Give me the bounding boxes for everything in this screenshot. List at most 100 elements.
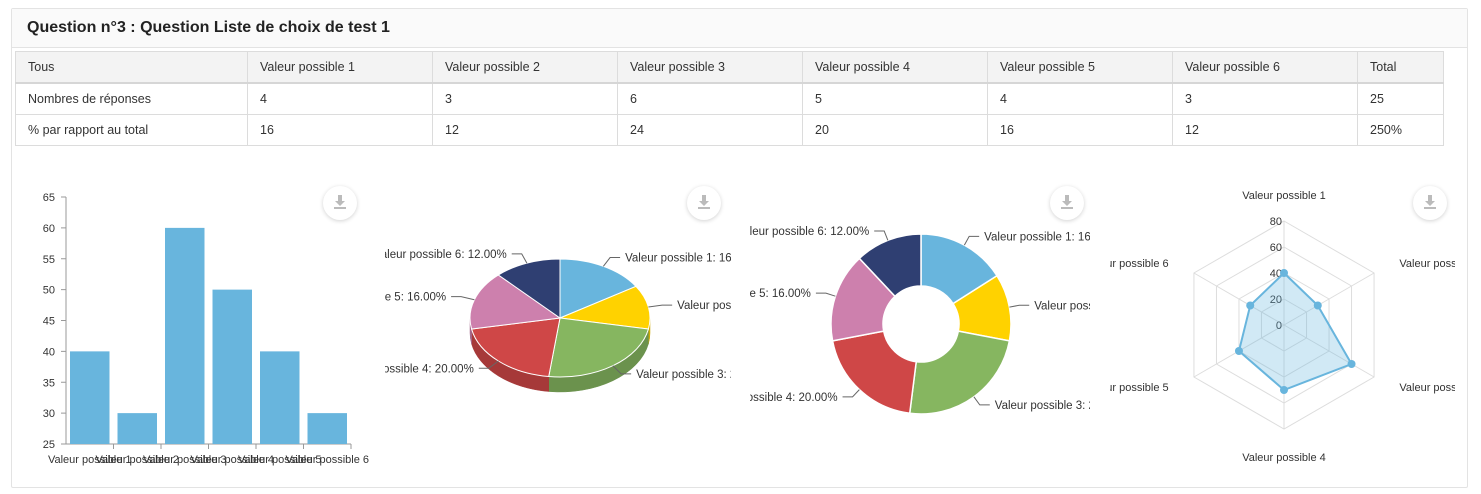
donut-label: Valeur possible 6: 12.00% xyxy=(750,226,869,238)
donut-label: Valeur possible 3: 24.00% xyxy=(995,400,1090,412)
header-cell: Valeur possible 5 xyxy=(987,51,1173,84)
table-cell: 12 xyxy=(432,114,618,146)
donut-chart-svg: Valeur possible 1: 16.00% Valeur possible… xyxy=(750,226,1090,415)
table-header-row: Tous Valeur possible 1 Valeur possible 2… xyxy=(15,51,1444,84)
pie-slice xyxy=(548,317,650,378)
x-tick-label: Valeur possible 4 xyxy=(190,454,274,466)
donut-label-connector xyxy=(815,292,836,297)
header-cell: Total xyxy=(1357,51,1444,84)
pie-label-connector xyxy=(648,304,673,308)
download-icon xyxy=(1061,195,1073,209)
radar-tick-label: 80 xyxy=(1270,216,1282,228)
y-tick-label: 55 xyxy=(43,254,55,266)
header-cell: Valeur possible 3 xyxy=(617,51,803,84)
bar-chart: 25 30 35 40 45 50 55 60 65 Valeur possible 1 Valeu… xyxy=(26,178,372,478)
results-table: Tous Valeur possible 1 Valeur possible 2… xyxy=(15,51,1444,146)
table-cell: 3 xyxy=(432,82,618,115)
table-cell: 250% xyxy=(1357,114,1444,146)
table-cell: Nombres de réponses xyxy=(15,82,248,115)
donut-label-connector xyxy=(874,230,889,241)
donut-label-connector xyxy=(842,389,860,398)
pie-label-connector xyxy=(451,296,475,301)
pie-label-connector xyxy=(602,257,621,267)
radar-spoke xyxy=(1283,272,1375,326)
pie-label-connector xyxy=(511,253,528,264)
radar-tick-label: 20 xyxy=(1270,294,1282,306)
header-cell: Valeur possible 2 xyxy=(432,51,618,84)
table-cell: 6 xyxy=(617,82,803,115)
x-tick-label: Valeur possible 1 xyxy=(48,454,132,466)
download-button[interactable] xyxy=(1413,186,1447,220)
radar-axis-label: Valeur possible 4 xyxy=(1242,452,1326,464)
download-button[interactable] xyxy=(1050,186,1084,220)
pie-label: Valeur possible 6: 12.00% xyxy=(385,249,507,261)
header-cell: Valeur possible 4 xyxy=(802,51,988,84)
radar-axis-label: Valeur possible 3 xyxy=(1399,382,1455,394)
table-cell: 25 xyxy=(1357,82,1444,115)
donut-label-connector xyxy=(1009,304,1030,308)
x-tick-label: Valeur possible 6 xyxy=(285,454,369,466)
radar-point xyxy=(1280,269,1288,277)
table-cell: 16 xyxy=(987,114,1173,146)
y-tick-label: 50 xyxy=(43,285,55,297)
y-tick-label: 60 xyxy=(43,223,55,235)
donut-label: Valeur possible 2: 12.00% xyxy=(1034,300,1090,312)
pie-slice xyxy=(469,274,562,330)
radar-tick-label: 0 xyxy=(1276,320,1282,332)
x-tick-label: Valeur possible 5 xyxy=(238,454,322,466)
pie-chart-svg: Valeur possible 1: 16.00% Valeur possible… xyxy=(385,249,731,393)
x-tick-label: Valeur possible 2 xyxy=(95,454,179,466)
pie-slice xyxy=(470,317,561,378)
table-cell: 16 xyxy=(247,114,433,146)
download-icon xyxy=(334,195,346,209)
bar xyxy=(260,351,300,444)
radar-point xyxy=(1234,347,1243,355)
radar-spoke xyxy=(1283,324,1375,378)
donut-label: Valeur possible 4: 20.00% xyxy=(750,392,838,404)
download-icon xyxy=(698,195,710,209)
radar-axis-label: Valeur possible 6 xyxy=(1110,258,1169,270)
radar-point xyxy=(1313,301,1322,310)
pie-label: Valeur possible 2: 12.00% xyxy=(677,300,731,312)
table-cell: 4 xyxy=(247,82,433,115)
bar xyxy=(307,413,347,444)
pie-label: Valeur possible 4: 20.00% xyxy=(385,363,474,375)
donut-slice xyxy=(858,233,922,298)
radar-point xyxy=(1246,301,1255,310)
table-row: % par rapport au total 16 12 24 20 16 12… xyxy=(15,114,1444,146)
pie-label: Valeur possible 5: 16.00% xyxy=(385,292,446,304)
radar-axis-label: Valeur possible 2 xyxy=(1399,258,1455,270)
y-tick-label: 65 xyxy=(43,192,55,204)
pie-label: Valeur possible 1: 16.00% xyxy=(625,253,731,265)
bar xyxy=(70,351,110,444)
header-cell: Valeur possible 1 xyxy=(247,51,433,84)
donut-label: Valeur possible 5: 16.00% xyxy=(750,288,811,300)
panel-header: Question n°3 : Question Liste de choix d… xyxy=(12,9,1467,48)
donut-label: Valeur possible 1: 16.00% xyxy=(984,231,1090,243)
header-cell: Valeur possible 6 xyxy=(1172,51,1358,84)
download-button[interactable] xyxy=(323,186,357,220)
y-tick-label: 25 xyxy=(43,439,55,451)
table-cell: 12 xyxy=(1172,114,1358,146)
question-title: Question n°3 : Question Liste de choix d… xyxy=(27,19,390,36)
radar-tick-label: 60 xyxy=(1270,242,1282,254)
download-button[interactable] xyxy=(687,186,721,220)
donut-slice xyxy=(831,330,918,415)
radar-axis-label: Valeur possible 1 xyxy=(1242,190,1326,202)
donut-chart: Valeur possible 1: 16.00% Valeur possible… xyxy=(750,178,1090,478)
x-tick-label: Valeur possible 3 xyxy=(143,454,227,466)
radar-area xyxy=(1237,271,1354,392)
y-tick-label: 35 xyxy=(43,377,55,389)
header-cell: Tous xyxy=(15,51,248,84)
table-cell: % par rapport au total xyxy=(15,114,248,146)
radar-axis-label: Valeur possible 5 xyxy=(1110,382,1169,394)
y-tick-label: 40 xyxy=(43,346,55,358)
pie-label: Valeur possible 3: 24.00% xyxy=(636,369,731,381)
pie-label-connector xyxy=(478,360,499,369)
pie-chart-3d: Valeur possible 1: 16.00% Valeur possible… xyxy=(385,178,731,478)
download-icon xyxy=(1424,195,1436,209)
y-tick-label: 30 xyxy=(43,408,55,420)
